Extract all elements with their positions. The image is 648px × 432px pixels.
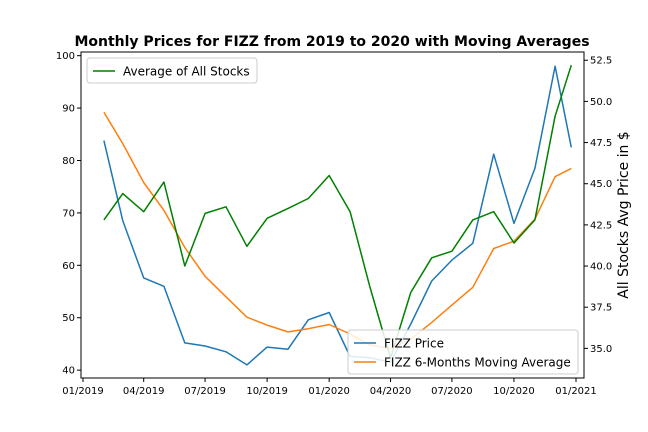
series-line-2 <box>103 64 573 359</box>
left-y-tick-label: 50 <box>62 313 75 324</box>
chart-title: Monthly Prices for FIZZ from 2019 to 202… <box>74 34 589 50</box>
x-tick-label: 01/2021 <box>555 386 597 397</box>
right-y-axis: 35.0 37.5 40.0 42.5 45.0 47.5 50.0 52.5 <box>584 56 612 355</box>
right-y-tick-label: 52.5 <box>590 56 612 67</box>
legend-lower-right: FIZZ Price FIZZ 6-Months Moving Average <box>347 329 579 375</box>
series-line-0 <box>103 65 573 366</box>
left-y-tick-label: 70 <box>62 208 75 219</box>
series-lines <box>103 64 573 366</box>
right-y-tick-label: 50.0 <box>590 97 612 108</box>
x-tick-label: 01/2020 <box>308 386 350 397</box>
left-y-tick-label: 40 <box>62 366 75 377</box>
left-y-tick-label: 90 <box>62 104 75 115</box>
right-y-tick-label: 40.0 <box>590 262 612 273</box>
left-y-tick-label: 80 <box>62 156 75 167</box>
right-y-tick-label: 35.0 <box>590 344 612 355</box>
legend-upper-left: Average of All Stocks <box>86 57 258 84</box>
legend-label: FIZZ Price <box>384 337 444 351</box>
right-y-tick-label: 42.5 <box>590 220 612 231</box>
legend-label: FIZZ 6-Months Moving Average <box>384 356 571 370</box>
left-y-tick-label: 100 <box>56 51 75 62</box>
x-tick-label: 07/2019 <box>184 386 226 397</box>
x-tick-label: 10/2019 <box>246 386 288 397</box>
right-y-tick-label: 45.0 <box>590 179 612 190</box>
right-y-tick-label: 37.5 <box>590 303 612 314</box>
series-line-1 <box>103 111 572 350</box>
x-tick-label: 01/2019 <box>62 386 104 397</box>
x-tick-label: 04/2019 <box>123 386 165 397</box>
right-y-tick-label: 47.5 <box>590 138 612 149</box>
legend-label: Average of All Stocks <box>123 65 250 79</box>
left-y-tick-label: 60 <box>62 261 75 272</box>
right-y-axis-title: All Stocks Avg Price in $ <box>616 131 632 298</box>
legend-box <box>86 57 258 84</box>
x-tick-label: 04/2020 <box>370 386 412 397</box>
plot-area-frame <box>80 51 585 379</box>
x-tick-label: 10/2020 <box>493 386 535 397</box>
x-tick-label: 07/2020 <box>431 386 473 397</box>
left-y-axis: 40 50 60 70 80 90 100 <box>56 51 81 377</box>
legend-box <box>347 329 579 375</box>
x-axis: 01/2019 04/2019 07/2019 10/2019 01/2020 04/20… <box>62 378 597 397</box>
